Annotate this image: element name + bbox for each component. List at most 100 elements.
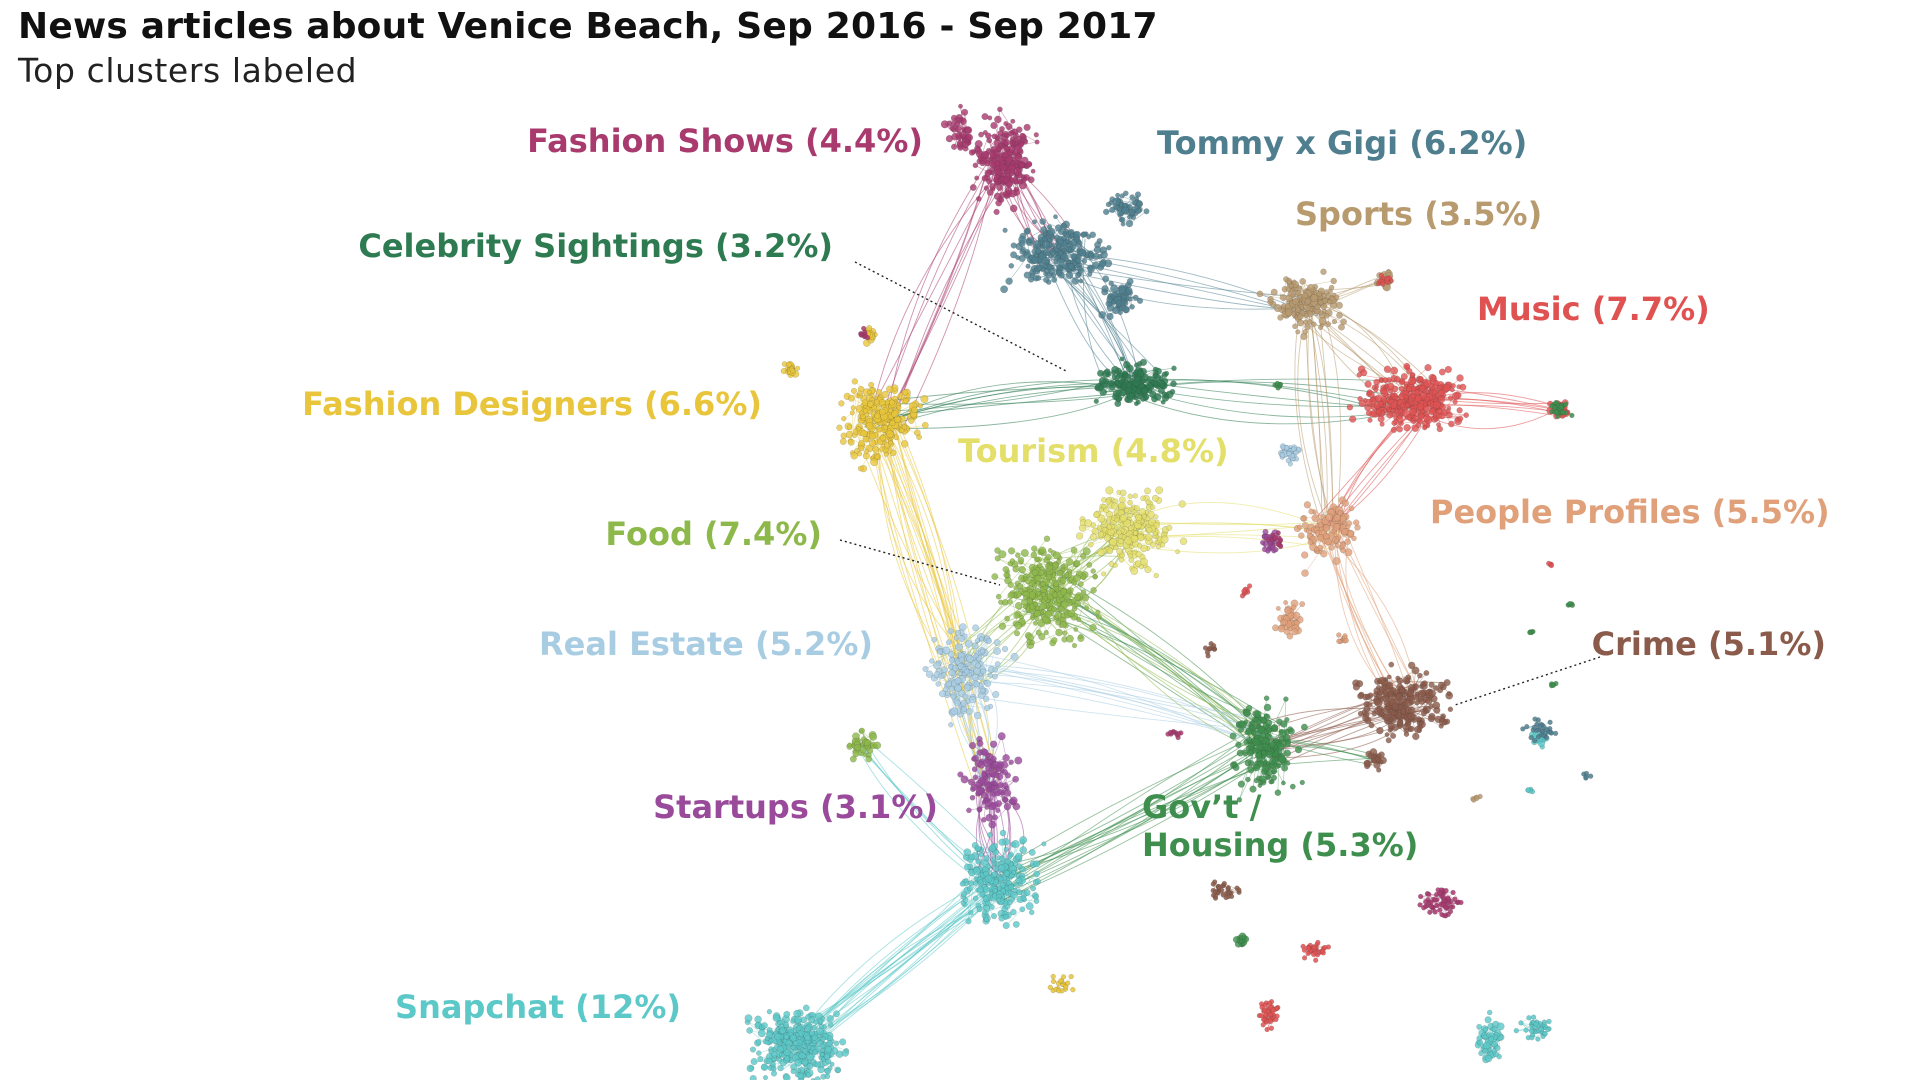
node-tourism [1132,530,1138,536]
node-real-estate [962,693,969,700]
node-food [869,733,878,741]
edge-food [1010,595,1019,626]
node-real-estate [975,638,981,644]
edge-snapchat [749,1030,775,1051]
node-people-profiles [1281,619,1288,626]
node-celebrity-sightings [1152,373,1159,380]
node-tourism [1160,535,1169,544]
node-celebrity-sightings [1119,356,1125,362]
node-fashion-designers [864,448,870,454]
node-fashion-shows [997,196,1003,202]
node-tommy-gigi [1106,296,1113,303]
node-fashion-shows [1005,122,1013,131]
node-fashion-shows [1017,141,1024,148]
node-tourism [1127,500,1133,506]
node-real-estate [1010,652,1019,661]
node-celebrity-sightings [1161,391,1167,397]
edge-fashion-designers-startups [866,419,980,798]
node-fashion-designers [781,361,788,367]
node-music [1423,405,1430,412]
node-tommy-gigi [1081,231,1088,238]
node-fashion-designers [922,421,929,429]
node-food [1056,570,1064,577]
node-tommy-gigi [1093,246,1102,254]
node-tourism [1175,549,1181,555]
node-tommy-gigi [1055,269,1063,277]
node-food [852,732,860,741]
node-fashion-shows [986,178,992,185]
node-real-estate [931,636,938,643]
node-fashion-designers [840,432,847,439]
node-music [1445,408,1451,414]
node-food [1067,609,1076,617]
node-tommy-gigi [1112,197,1121,206]
node-music [1396,425,1403,433]
node-tommy-gigi [1115,192,1121,198]
node-real-estate [933,661,941,670]
node-tommy-gigi [1043,276,1050,283]
node-food [1039,602,1047,610]
node-fashion-designers [862,408,869,414]
node-fashion-designers [903,398,909,404]
node-fashion-designers [879,408,886,416]
node-fashion-designers [836,424,843,431]
node-tourism [1179,537,1188,545]
node-fashion-shows [964,126,973,135]
node-tommy-gigi [1070,239,1078,246]
node-fashion-shows [982,129,988,135]
node-music [1448,420,1455,428]
node-tommy-gigi [1129,303,1135,310]
edge-celebrity-sightings-fashion-designers [893,392,1132,416]
node-fashion-shows [979,160,986,167]
node-celebrity-sightings [1152,366,1159,373]
node-food [1034,574,1042,583]
node-fashion-shows [940,120,949,129]
node-real-estate [993,639,1001,646]
node-food [1023,595,1028,600]
node-sports [1331,318,1338,325]
node-food [873,741,882,750]
node-fashion-designers [872,446,879,453]
node-people-profiles [1325,513,1333,522]
node-sports [1328,284,1335,291]
node-music [1398,408,1404,414]
node-food [998,550,1007,559]
edge-tourism [1116,539,1161,542]
node-music [1409,408,1417,416]
node-tourism [1153,572,1159,579]
node-fashion-shows [969,184,977,191]
node-music [1356,372,1363,378]
node-food [1052,562,1059,569]
node-fashion-shows [1013,178,1020,185]
node-celebrity-sightings [1170,380,1177,388]
node-tommy-gigi [1036,264,1043,271]
node-sports [1256,290,1264,298]
node-food [1082,547,1091,556]
node-tourism [1075,532,1084,540]
node-real-estate [937,649,943,655]
node-fashion-designers [848,394,855,402]
node-fashion-shows [983,185,990,191]
node-tourism [1103,507,1110,513]
node-tourism [1150,504,1156,510]
edge-fashion-designers-startups [866,412,999,785]
node-sports [1299,278,1306,285]
node-food [1007,599,1013,605]
node-tommy-gigi [1035,275,1042,281]
node-tommy-gigi [1028,236,1035,243]
node-music [1386,411,1394,419]
node-food [1024,577,1032,585]
node-music [1416,403,1424,411]
edge-sports-people-profiles [1323,313,1342,520]
node-tourism [1116,529,1122,536]
node-fashion-designers [882,424,889,431]
node-food [1032,620,1038,626]
node-tommy-gigi [1118,286,1127,294]
node-tommy-gigi [1050,243,1056,248]
node-fashion-designers [879,434,887,442]
node-fashion-shows [955,116,962,124]
node-sports [1295,290,1302,297]
node-tommy-gigi [1110,284,1119,293]
node-real-estate [963,683,971,691]
node-people-profiles [1332,557,1341,565]
